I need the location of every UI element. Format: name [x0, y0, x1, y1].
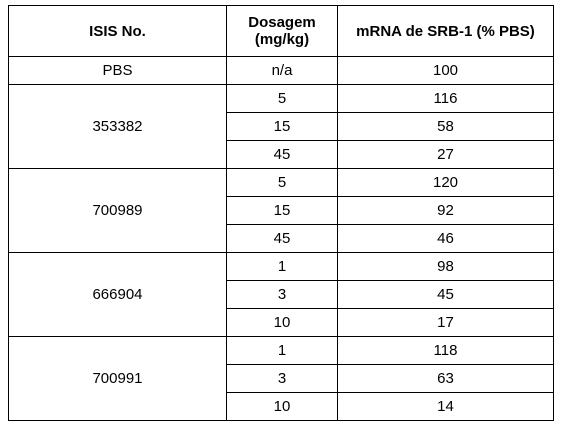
dosage-cell: 5 — [226, 168, 338, 197]
table-row: 700989 5 120 — [8, 168, 554, 253]
table-row: 10 17 — [9, 308, 554, 337]
dosage-cell: 5 — [226, 84, 338, 113]
dosage-cell: 15 — [226, 112, 338, 141]
table-row: 45 46 — [9, 224, 554, 253]
header-isis-no: ISIS No. — [8, 5, 227, 57]
dosage-cell: 1 — [226, 252, 338, 281]
mrna-cell: 98 — [337, 252, 554, 281]
header-dosage-line2: (mg/kg) — [254, 31, 310, 48]
mrna-cell: 116 — [337, 84, 554, 113]
isis-cell: 353382 — [8, 84, 227, 169]
table-row: 666904 1 98 — [8, 252, 554, 337]
table-row: 700991 1 118 — [8, 336, 554, 421]
header-row: ISIS No. Dosagem (mg/kg) mRNA de SRB-1 (… — [8, 5, 554, 57]
header-dosage: Dosagem (mg/kg) — [226, 5, 338, 57]
dosage-cell: 3 — [226, 364, 338, 393]
header-mrna: mRNA de SRB-1 (% PBS) — [337, 5, 554, 57]
header-dosage-line1: Dosagem — [248, 14, 316, 31]
mrna-cell: 14 — [337, 392, 554, 421]
mrna-cell: 118 — [337, 336, 554, 365]
dosage-table: ISIS No. Dosagem (mg/kg) mRNA de SRB-1 (… — [8, 5, 554, 421]
mrna-cell: 100 — [337, 56, 554, 85]
mrna-cell: 46 — [337, 224, 554, 253]
dosage-cell: 1 — [226, 336, 338, 365]
dosage-cell: 3 — [226, 280, 338, 309]
isis-cell: 700991 — [8, 336, 227, 421]
mrna-cell: 45 — [337, 280, 554, 309]
isis-cell: 700989 — [8, 168, 227, 253]
mrna-cell: 17 — [337, 308, 554, 337]
table-row: PBS n/a 100 — [8, 56, 554, 85]
mrna-cell: 58 — [337, 112, 554, 141]
table-row: 3 63 — [9, 364, 554, 393]
table-row: 10 14 — [9, 392, 554, 421]
table-row: 15 92 — [9, 196, 554, 225]
table-row: 3 45 — [9, 280, 554, 309]
mrna-cell: 63 — [337, 364, 554, 393]
table-row: 15 58 — [9, 112, 554, 141]
isis-cell: PBS — [8, 56, 227, 85]
mrna-cell: 27 — [337, 140, 554, 169]
dosage-cell: n/a — [226, 56, 338, 85]
isis-cell: 666904 — [8, 252, 227, 337]
dosage-cell: 45 — [226, 224, 338, 253]
dosage-cell: 10 — [226, 308, 338, 337]
dosage-cell: 45 — [226, 140, 338, 169]
dosage-cell: 15 — [226, 196, 338, 225]
table-row: 353382 5 116 — [8, 84, 554, 169]
mrna-cell: 120 — [337, 168, 554, 197]
table-row: 45 27 — [9, 140, 554, 169]
mrna-cell: 92 — [337, 196, 554, 225]
dosage-cell: 10 — [226, 392, 338, 421]
